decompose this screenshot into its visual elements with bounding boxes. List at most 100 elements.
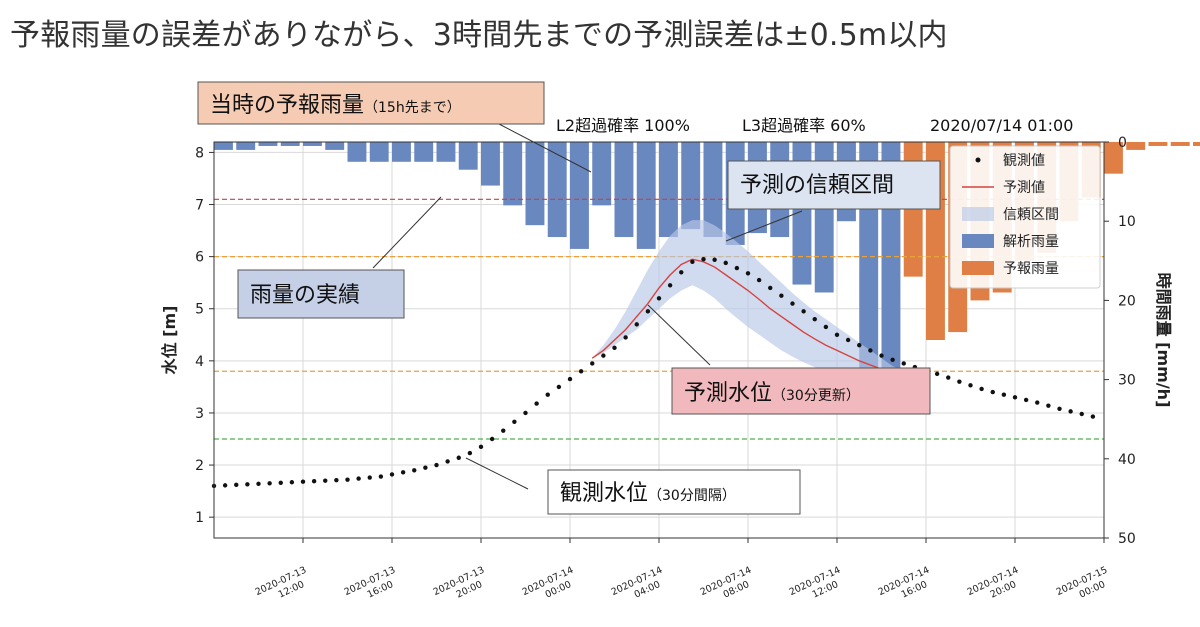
legend-swatch-band <box>962 207 994 221</box>
legend-label: 解析雨量 <box>1003 234 1059 250</box>
observed-dot <box>467 450 473 456</box>
forecast-rain-bar <box>1148 142 1168 146</box>
observed-dot <box>534 401 539 406</box>
analysis-rain-bar <box>703 142 723 238</box>
observed-dot <box>478 444 484 450</box>
callout-main: 当時の予報雨量 <box>210 93 364 118</box>
analysis-rain-bar <box>214 142 233 150</box>
observed-dot <box>812 316 817 322</box>
observed-dot <box>845 337 851 343</box>
observed-dot <box>389 472 395 477</box>
y2-tick-label: 20 <box>1118 293 1136 309</box>
observed-dot <box>1090 414 1096 419</box>
analysis-rain-bar <box>458 142 478 170</box>
right-axis-label: 時間雨量 [mm/h] <box>1154 273 1173 408</box>
analysis-rain-bar <box>681 142 701 230</box>
observed-dot <box>1023 397 1029 403</box>
observed-dot <box>790 301 795 306</box>
observed-dots <box>211 257 1096 489</box>
left-axis-ticks: 1 2 3 4 5 6 7 8 <box>195 145 214 526</box>
observed-dot <box>779 293 784 298</box>
y2-tick-label: 50 <box>1118 531 1136 547</box>
observed-dot <box>456 455 461 460</box>
analysis-rain-bar <box>525 142 545 226</box>
forecast-rain-bar <box>1193 142 1200 146</box>
callout-sub: （30分間隔） <box>648 488 736 504</box>
callout-box-pred_level <box>671 367 931 415</box>
analysis-rain-bar <box>280 142 300 146</box>
observed-dot <box>612 345 617 351</box>
observed-dot <box>968 383 973 388</box>
observed-dot <box>1068 409 1073 414</box>
observed-dot <box>300 479 306 484</box>
callout-leader <box>498 123 592 173</box>
analysis-rain-bar <box>347 142 367 162</box>
left-axis-label: 水位 [m] <box>160 306 179 375</box>
observed-dot <box>267 481 272 486</box>
observed-dot <box>946 375 951 380</box>
callout-main: 雨量の実績 <box>250 283 360 308</box>
legend-label: 予測値 <box>1003 180 1045 196</box>
observed-dot <box>1012 395 1018 400</box>
observed-dot <box>734 265 740 271</box>
observed-dot <box>567 376 573 382</box>
observed-dot <box>1057 406 1062 411</box>
observed-dot <box>1046 403 1051 408</box>
predicted-line-path <box>591 258 904 377</box>
confidence-band <box>592 220 904 382</box>
analysis-rain-bar <box>592 142 612 206</box>
observed-dot <box>378 474 384 479</box>
observed-dot <box>512 419 517 425</box>
observed-dot <box>901 361 906 366</box>
callout-leader <box>647 304 711 366</box>
legend-box <box>949 145 1101 289</box>
observed-dot <box>590 361 595 366</box>
analysis-rain-bar <box>414 142 434 162</box>
observed-dot <box>679 270 684 275</box>
callout-box-obs_level <box>547 469 801 515</box>
observed-dot <box>222 483 228 488</box>
observed-dot <box>801 309 806 314</box>
y-tick-label: 1 <box>195 510 204 526</box>
observed-dot <box>289 480 295 485</box>
observed-dot <box>345 477 350 482</box>
observed-dot <box>523 410 528 416</box>
observed-dot <box>957 379 962 384</box>
y-tick-label: 5 <box>195 302 204 318</box>
observed-dot <box>356 476 361 481</box>
y-tick-label: 4 <box>195 354 204 370</box>
status-datetime: 2020/07/14 01:00 <box>930 116 1073 135</box>
observed-dot <box>834 332 840 337</box>
analysis-rain-bar <box>369 142 389 162</box>
analysis-rain-bar <box>325 142 345 150</box>
callout-leader <box>725 210 803 242</box>
observed-dot <box>990 389 995 395</box>
observed-dot <box>701 257 706 262</box>
observed-dot <box>334 477 339 483</box>
y2-tick-label: 30 <box>1118 373 1136 389</box>
y2-tick-label: 40 <box>1118 452 1136 468</box>
observed-dot <box>756 277 762 283</box>
legend-label: 予報雨量 <box>1003 261 1059 277</box>
observed-dot <box>234 482 239 488</box>
analysis-rain-bar <box>570 142 589 249</box>
callout-main: 予測の信頼区間 <box>740 173 894 198</box>
observed-dot <box>1001 392 1007 397</box>
y2-tick-label: 10 <box>1118 214 1136 230</box>
legend-swatch-dot <box>975 157 981 163</box>
status-line: L2超過確率 100% L3超過確率 60% 2020/07/14 01:00 <box>556 116 1073 135</box>
observed-dot <box>979 386 984 392</box>
y2-tick-label: 0 <box>1118 135 1127 151</box>
forecast-rain-bar <box>1126 142 1146 150</box>
observed-dot <box>367 475 372 480</box>
observed-dot <box>256 481 261 487</box>
callout-main: 観測水位 <box>560 481 648 506</box>
